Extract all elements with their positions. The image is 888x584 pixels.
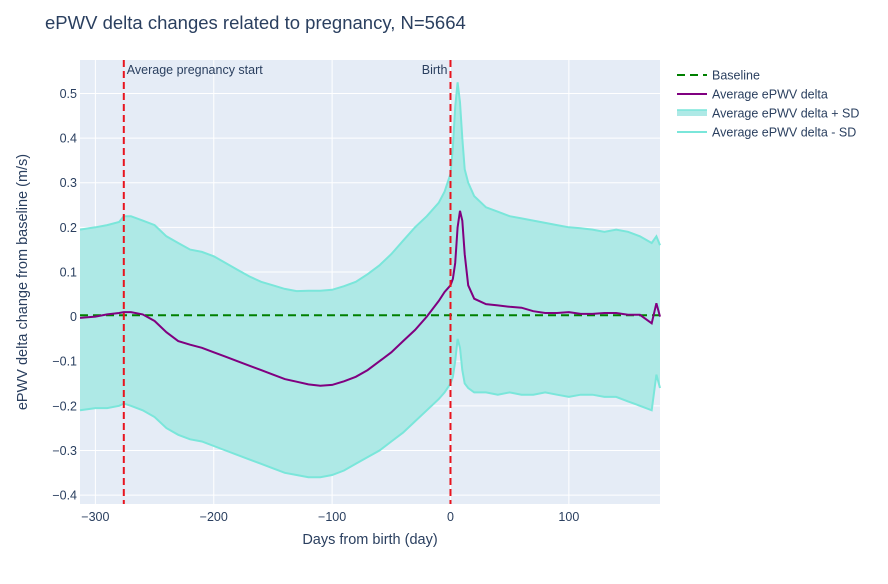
x-tick-label: −200	[200, 510, 228, 524]
y-tick-label: 0.5	[60, 87, 77, 101]
legend-entry: Average ePWV delta + SD	[712, 107, 859, 121]
y-tick-label: −0.2	[52, 399, 77, 413]
x-tick-label: 100	[558, 510, 579, 524]
legend-entry: Baseline	[712, 69, 760, 83]
sd-band	[80, 82, 660, 478]
x-tick-label: −300	[81, 510, 109, 524]
x-axis-title: Days from birth (day)	[302, 532, 437, 548]
series-line-minus-sd	[79, 338, 661, 479]
y-tick-label: 0.2	[60, 221, 77, 235]
axes: −0.4 −0.3 −0.2 −0.1 0 0.1 0.2 0.3 0.4 0.5 −300 −200…	[52, 87, 579, 524]
y-tick-label: −0.1	[52, 355, 77, 369]
x-tick-label: 0	[447, 510, 454, 524]
x-tick-label: −100	[318, 510, 346, 524]
y-tick-label: 0.3	[60, 176, 77, 190]
y-tick-label: 0.4	[60, 132, 77, 146]
series-line-plus-sd	[79, 82, 661, 293]
y-tick-label: 0	[70, 310, 77, 324]
legend-entry: Average ePWV delta	[712, 88, 828, 102]
chart-title: ePWV delta changes related to pregnancy,…	[45, 12, 466, 33]
vline-label: Birth	[422, 63, 448, 77]
vertical-lines: Average pregnancy start Birth	[122, 60, 452, 504]
y-tick-label: −0.4	[52, 489, 77, 503]
series-line-mean	[79, 210, 661, 387]
y-axis-title: ePWV delta change from baseline (m/s)	[15, 154, 31, 410]
y-tick-label: −0.3	[52, 444, 77, 458]
vline-label: Average pregnancy start	[127, 63, 263, 77]
y-tick-label: 0.1	[60, 265, 77, 279]
legend-entry: Average ePWV delta - SD	[712, 126, 856, 140]
legend: Baseline Average ePWV delta Average ePWV d…	[677, 69, 859, 140]
data-layer	[79, 82, 661, 479]
